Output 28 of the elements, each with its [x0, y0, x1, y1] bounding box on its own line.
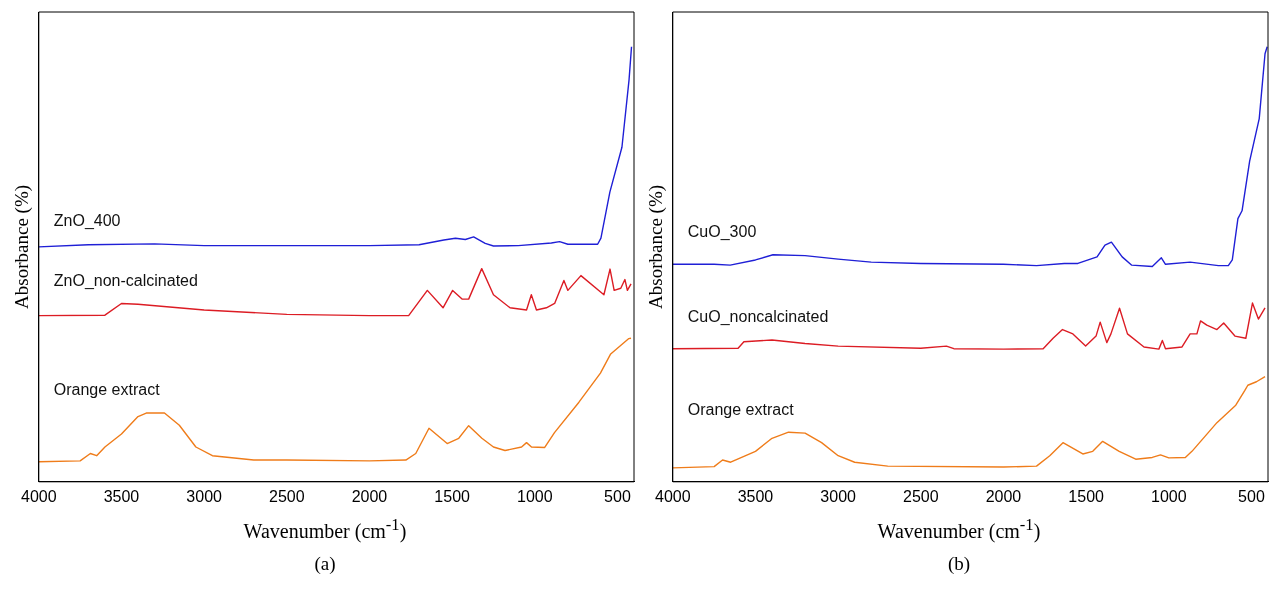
x-tick-label: 3500: [737, 487, 774, 505]
series-label: CuO_noncalcinated: [687, 308, 829, 327]
series-label: CuO_300: [687, 223, 757, 242]
text: (a): [313, 552, 337, 575]
x-tick-label: 1500: [434, 487, 471, 505]
x-axis-title: Wavenumber (cm$^{-1}$): [242, 515, 408, 543]
x-tick-label: 4000: [655, 487, 691, 505]
x-tick-label: 3500: [103, 487, 140, 505]
y-axis-title: Absorbance (%): [645, 184, 668, 309]
series-label: ZnO_400: [53, 212, 121, 231]
x-axis-title: Wavenumber (cm$^{-1}$): [876, 515, 1042, 543]
series-label: Orange extract: [53, 381, 161, 399]
y-axis-title: Absorbance (%): [11, 184, 34, 309]
x-tick-label: 500: [1238, 487, 1265, 505]
x-tick-label: 1000: [1151, 487, 1187, 505]
x-tick-label: 2500: [269, 487, 305, 505]
x-tick-label: 3000: [186, 487, 223, 505]
x-tick-label: 500: [604, 487, 631, 505]
series-label: ZnO_non-calcinated: [53, 271, 198, 290]
x-tick-label: 2000: [985, 487, 1022, 505]
x-tick-label: 1500: [1068, 487, 1105, 505]
x-tick-label: 2500: [903, 487, 939, 505]
text: (b): [946, 552, 972, 575]
x-tick-label: 1000: [517, 487, 553, 505]
x-tick-label: 3000: [820, 487, 857, 505]
series-label: Orange extract: [687, 400, 795, 418]
x-tick-label: 4000: [21, 487, 57, 505]
x-tick-label: 2000: [351, 487, 388, 505]
